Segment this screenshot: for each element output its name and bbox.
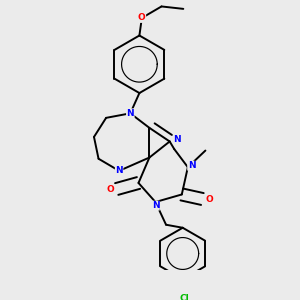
Text: O: O — [106, 184, 114, 194]
Text: N: N — [152, 201, 159, 210]
Text: N: N — [173, 135, 181, 144]
Text: N: N — [188, 161, 195, 170]
Text: N: N — [115, 166, 123, 175]
Text: O: O — [138, 14, 146, 22]
Text: O: O — [205, 194, 213, 203]
Text: N: N — [127, 109, 134, 118]
Text: Cl: Cl — [179, 294, 189, 300]
